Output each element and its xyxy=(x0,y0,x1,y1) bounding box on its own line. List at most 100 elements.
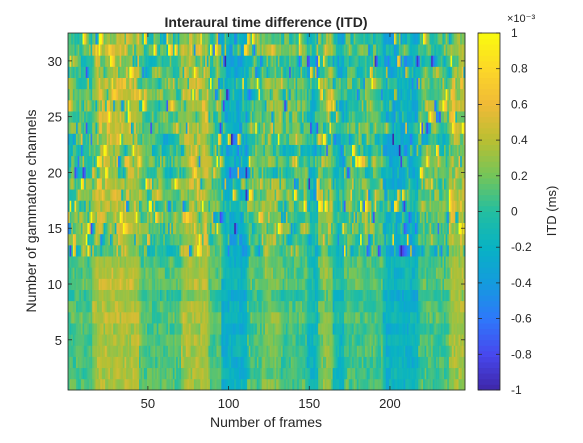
heatmap-cell xyxy=(410,267,413,279)
heatmap-cell xyxy=(321,311,324,324)
heatmap-cell xyxy=(100,323,103,335)
heatmap-cell xyxy=(337,166,340,179)
heatmap-cell xyxy=(185,256,188,268)
heatmap-cell xyxy=(277,356,280,369)
heatmap-cell xyxy=(185,356,188,369)
heatmap-cell xyxy=(440,244,443,257)
heatmap-cell xyxy=(234,211,237,224)
heatmap-cell xyxy=(111,155,114,168)
heatmap-cell xyxy=(237,256,240,268)
heatmap-cell xyxy=(122,323,125,335)
heatmap-cell xyxy=(101,289,104,302)
heatmap-cell xyxy=(126,345,129,357)
heatmap-cell xyxy=(147,233,150,246)
heatmap-cell xyxy=(82,311,85,324)
heatmap-cell xyxy=(177,166,180,179)
heatmap-cell xyxy=(347,367,350,380)
heatmap-cell xyxy=(406,356,409,369)
heatmap-cell xyxy=(164,155,167,168)
heatmap-cell xyxy=(366,189,369,201)
heatmap-cell xyxy=(69,300,72,313)
heatmap-cell xyxy=(319,289,322,302)
heatmap-cell xyxy=(421,244,424,257)
heatmap-cell xyxy=(243,256,246,268)
heatmap-cell xyxy=(381,256,384,268)
heatmap-cell xyxy=(80,334,83,346)
heatmap-cell xyxy=(109,334,112,346)
heatmap-cell xyxy=(103,278,106,290)
heatmap-cell xyxy=(245,278,248,290)
heatmap-cell xyxy=(88,378,91,391)
heatmap-cell xyxy=(403,211,406,224)
heatmap-cell xyxy=(195,300,198,313)
heatmap-cell xyxy=(158,222,161,235)
heatmap-cell xyxy=(452,278,455,290)
heatmap-cell xyxy=(337,244,340,257)
heatmap-cell xyxy=(453,189,456,201)
heatmap-cell xyxy=(439,200,442,212)
heatmap-cell xyxy=(213,311,216,324)
heatmap-cell xyxy=(151,278,154,290)
heatmap-cell xyxy=(114,222,117,235)
heatmap-cell xyxy=(411,178,414,190)
heatmap-cell xyxy=(429,233,432,246)
heatmap-cell xyxy=(245,222,248,235)
heatmap-cell xyxy=(393,356,396,369)
heatmap-cell xyxy=(348,222,351,235)
heatmap-cell xyxy=(343,323,346,335)
heatmap-cell xyxy=(130,367,133,380)
heatmap-cell xyxy=(426,311,429,324)
heatmap-cell xyxy=(310,178,313,190)
heatmap-cell xyxy=(368,200,371,212)
heatmap-cell xyxy=(393,256,396,268)
heatmap-cell xyxy=(193,345,196,357)
heatmap-cell xyxy=(322,222,325,235)
heatmap-cell xyxy=(77,155,80,168)
heatmap-cell xyxy=(429,256,432,268)
heatmap-cell xyxy=(439,278,442,290)
heatmap-cell xyxy=(235,345,238,357)
heatmap-cell xyxy=(229,323,232,335)
heatmap-cell xyxy=(201,300,204,313)
heatmap-cell xyxy=(121,345,124,357)
heatmap-cell xyxy=(182,356,185,369)
heatmap-cell xyxy=(158,278,161,290)
heatmap-cell xyxy=(297,367,300,380)
heatmap-cell xyxy=(77,289,80,302)
heatmap-cell xyxy=(155,200,158,212)
heatmap-cell xyxy=(198,256,201,268)
heatmap-cell xyxy=(114,233,117,246)
heatmap-cell xyxy=(314,200,317,212)
heatmap-cell xyxy=(216,222,219,235)
heatmap-cell xyxy=(84,178,87,190)
heatmap-cell xyxy=(266,244,269,257)
heatmap-cell xyxy=(172,267,175,279)
heatmap-cell xyxy=(400,367,403,380)
heatmap-cell xyxy=(132,211,135,224)
heatmap-cell xyxy=(392,323,395,335)
heatmap-cell xyxy=(122,311,125,324)
heatmap-cell xyxy=(161,289,164,302)
heatmap-cell xyxy=(71,244,74,257)
heatmap-cell xyxy=(329,278,332,290)
heatmap-cell xyxy=(237,289,240,302)
heatmap-cell xyxy=(205,311,208,324)
heatmap-cell xyxy=(139,345,141,357)
heatmap-cell xyxy=(453,211,456,224)
heatmap-cell xyxy=(366,256,369,268)
heatmap-cell xyxy=(461,300,464,313)
heatmap-cell xyxy=(352,367,354,380)
heatmap-cell xyxy=(111,367,114,380)
heatmap-cell xyxy=(172,378,175,391)
heatmap-cell xyxy=(184,211,187,224)
heatmap-cell xyxy=(337,289,340,302)
heatmap-cell xyxy=(108,278,111,290)
heatmap-cell xyxy=(79,178,82,190)
heatmap-cell xyxy=(158,367,161,380)
heatmap-cell xyxy=(318,244,321,257)
heatmap-cell xyxy=(293,378,296,391)
heatmap-cell xyxy=(410,200,413,212)
heatmap-cell xyxy=(229,222,232,235)
heatmap-cell xyxy=(74,178,77,190)
heatmap-cell xyxy=(350,311,353,324)
